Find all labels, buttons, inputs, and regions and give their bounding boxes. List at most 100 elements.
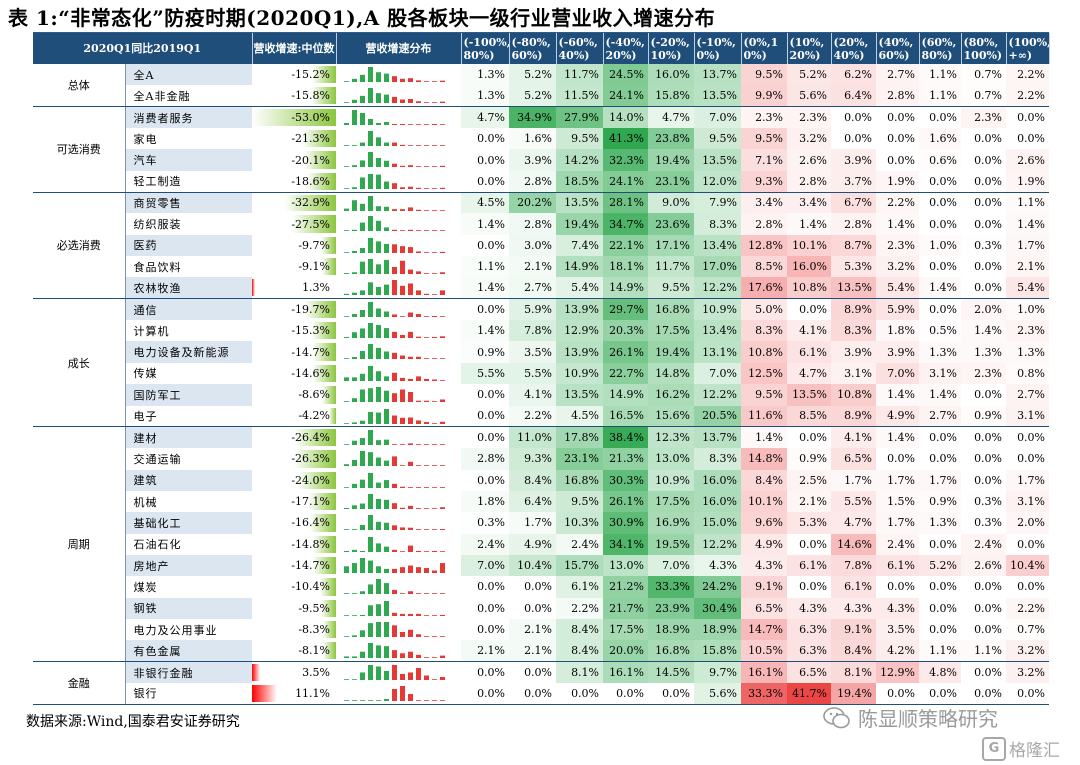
- pct-cell: 5.2%: [509, 85, 557, 108]
- sparkline-bar: [392, 182, 398, 189]
- industry-name: 汽车: [125, 149, 253, 171]
- median-bar: [320, 236, 337, 255]
- pct-cell: 4.9%: [509, 533, 557, 555]
- sparkline-bar: [392, 568, 398, 573]
- pct-cell: 24.1%: [603, 85, 649, 108]
- sparkline-bar: [424, 636, 430, 637]
- table-row: 煤炭 -10.4% 0.0% 0.0% 6.1% 21.2% 33.3% 24.2% 9.1% 0…: [33, 576, 1050, 598]
- median-value: 3.5%: [302, 666, 331, 680]
- sparkline-bar: [424, 567, 430, 573]
- pct-cell: 0.0%: [919, 533, 962, 555]
- pct-cell: 5.4%: [556, 277, 604, 300]
- industry-name: 家电: [133, 132, 158, 146]
- sparkline-bar: [424, 593, 430, 595]
- sparkline-bar: [424, 378, 430, 381]
- pct-cell: 2.1%: [509, 618, 557, 641]
- industry-name: 医药: [125, 234, 253, 257]
- pct-cell: 2.2%: [556, 597, 604, 619]
- pct-cell: 23.6%: [648, 213, 695, 235]
- pct-cell: 0.0%: [648, 682, 695, 705]
- sparkline-bar: [384, 351, 390, 360]
- sparkline-bar: [416, 444, 422, 446]
- sparkline-bar: [344, 422, 350, 424]
- sparkline-bar: [392, 314, 398, 318]
- pct-cell: 14.7%: [741, 618, 788, 641]
- sparkline-bar: [376, 603, 382, 616]
- table-title: 表 1:“非常态化”防疫时期(2020Q1),A 股各板块一级行业营业收入增速分…: [8, 6, 716, 30]
- pct-cell: 4.7%: [461, 106, 510, 129]
- category-cell: 金融: [33, 661, 126, 705]
- sparkline-bar: [440, 550, 446, 552]
- industry-name: 计算机: [133, 324, 170, 338]
- sparkline-bar: [408, 99, 414, 104]
- pct-cell: 0.3%: [461, 512, 510, 534]
- median-bar: [306, 172, 337, 190]
- pct-cell: 0.0%: [461, 405, 510, 428]
- pct-cell: 14.9%: [603, 277, 649, 300]
- median-cell: -19.7%: [252, 299, 337, 320]
- sparkline-bar: [384, 600, 390, 616]
- pct-cell: 13.4%: [694, 234, 742, 257]
- median-value: -27.5%: [291, 217, 331, 231]
- sparkline-bar: [376, 348, 382, 360]
- pct-cell: 0.0%: [919, 192, 962, 214]
- sparkline-svg: [344, 323, 446, 339]
- pct-cell: 2.7%: [876, 64, 920, 86]
- pct-cell: 27.9%: [556, 106, 604, 129]
- pct-cell: 1.4%: [876, 426, 920, 449]
- pct-cell: 2.1%: [509, 640, 557, 663]
- sparkline-svg: [344, 685, 446, 701]
- median-cell: -27.5%: [252, 213, 337, 234]
- sparkline-bar: [384, 73, 390, 82]
- pct-cell: 15.0%: [694, 512, 742, 534]
- median-bar: [302, 130, 337, 148]
- pct-cell: 16.1%: [741, 661, 788, 683]
- sparkline-bar: [416, 593, 422, 595]
- median-cell: -14.7%: [252, 555, 337, 576]
- pct-cell: 5.5%: [461, 362, 510, 385]
- sparkline-bar: [400, 613, 406, 616]
- pct-cell: 12.2%: [694, 384, 742, 406]
- sparkline-bar: [432, 316, 438, 318]
- sparkline-bar: [352, 357, 358, 360]
- industry-name: 房地产: [125, 554, 253, 577]
- industry-name: 建材: [125, 426, 253, 449]
- pct-cell: 13.5%: [787, 384, 832, 406]
- sparkline-bar: [376, 412, 382, 424]
- sparkline-bar: [360, 651, 366, 659]
- pct-cell: 8.3%: [831, 320, 877, 342]
- sparkline-bar: [352, 110, 358, 126]
- sparkline-bar: [368, 302, 374, 318]
- pct-cell: 0.0%: [509, 682, 557, 705]
- sparkline-bar: [432, 614, 438, 616]
- sparkline-bar: [432, 550, 438, 552]
- pct-cell: 4.9%: [876, 405, 920, 428]
- sparkline-bar: [400, 389, 406, 403]
- pct-cell: 0.0%: [961, 149, 1007, 171]
- sparkline-bar: [384, 479, 390, 488]
- category-cell: 周期: [33, 426, 126, 663]
- sparkline-bar: [368, 344, 374, 360]
- pct-cell: 11.7%: [648, 256, 695, 278]
- sparkline-bar: [424, 508, 430, 509]
- logo2-text: 格隆汇: [1009, 741, 1060, 761]
- sparkline-bar: [400, 444, 406, 446]
- pct-cell: 3.2%: [1006, 640, 1050, 663]
- sparkline-bar: [368, 67, 374, 82]
- pct-cell: 8.4%: [831, 640, 877, 663]
- sparkline-bar: [424, 145, 430, 147]
- pct-cell: 8.7%: [831, 234, 877, 257]
- pct-cell: 8.3%: [741, 320, 788, 342]
- pct-cell: 30.9%: [603, 512, 649, 534]
- pct-cell: 4.3%: [741, 554, 788, 577]
- sparkline-bar: [408, 486, 414, 488]
- distribution-sparkline: [336, 598, 461, 619]
- pct-cell: 3.9%: [831, 341, 877, 363]
- median-value: -20.1%: [291, 153, 331, 167]
- pct-cell: 16.2%: [648, 384, 695, 406]
- sparkline-bar: [344, 123, 350, 126]
- sparkline-bar: [408, 527, 414, 531]
- sparkline-bar: [352, 549, 358, 552]
- sparkline-bar: [376, 308, 382, 318]
- distribution-sparkline: [336, 534, 461, 555]
